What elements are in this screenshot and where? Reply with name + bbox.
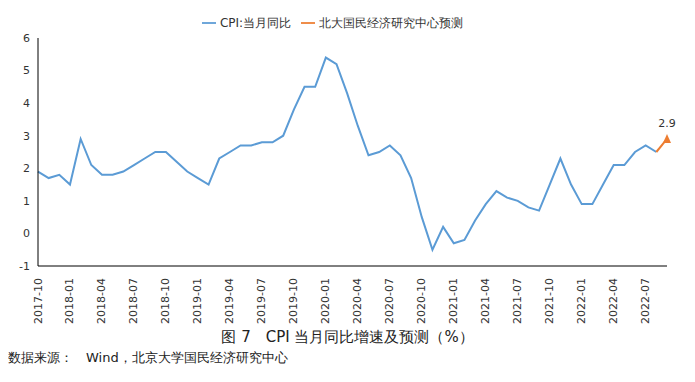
svg-text:4: 4	[23, 97, 30, 110]
html-text:北大国民经济研究中心预测: 北大国民经济研究中心预测	[319, 16, 464, 30]
svg-text:2020-01: 2020-01	[319, 278, 332, 324]
svg-text:2020-07: 2020-07	[383, 278, 396, 324]
svg-text:2021-10: 2021-10	[543, 278, 556, 324]
svg-text:6: 6	[23, 32, 30, 45]
svg-text:2020-10: 2020-10	[415, 278, 428, 324]
html-text:图 7 CPI 当月同比增速及预测（%）: 图 7 CPI 当月同比增速及预测（%）	[221, 328, 474, 346]
svg-text:2019-01: 2019-01	[191, 278, 204, 324]
svg-text:2018-04: 2018-04	[95, 278, 108, 324]
svg-text:1: 1	[23, 195, 30, 208]
svg-text:2018-07: 2018-07	[127, 278, 140, 324]
svg-text:2018-01: 2018-01	[63, 278, 76, 324]
html-text:数据来源： Wind，北京大学国民经济研究中心: 数据来源： Wind，北京大学国民经济研究中心	[8, 350, 288, 365]
svg-text:2: 2	[23, 162, 30, 175]
svg-text:2021-07: 2021-07	[511, 278, 524, 324]
svg-text:0: 0	[23, 227, 30, 240]
svg-text:2019-07: 2019-07	[255, 278, 268, 324]
svg-text:2022-01: 2022-01	[575, 278, 588, 324]
svg-text:2021-01: 2021-01	[447, 278, 460, 324]
html-text:CPI:当月同比: CPI:当月同比	[219, 16, 292, 30]
svg-text:-1: -1	[19, 260, 30, 273]
svg-text:2.9: 2.9	[658, 117, 676, 130]
svg-text:2019-10: 2019-10	[287, 278, 300, 324]
svg-text:2020-04: 2020-04	[351, 278, 364, 324]
svg-text:2021-04: 2021-04	[479, 278, 492, 324]
svg-text:2022-07: 2022-07	[639, 278, 652, 324]
svg-text:2022-04: 2022-04	[607, 278, 620, 324]
svg-text:2017-10: 2017-10	[32, 278, 45, 324]
svg-text:5: 5	[23, 64, 30, 77]
svg-text:3: 3	[23, 130, 30, 143]
svg-text:2019-04: 2019-04	[223, 278, 236, 324]
svg-text:2018-10: 2018-10	[159, 278, 172, 324]
